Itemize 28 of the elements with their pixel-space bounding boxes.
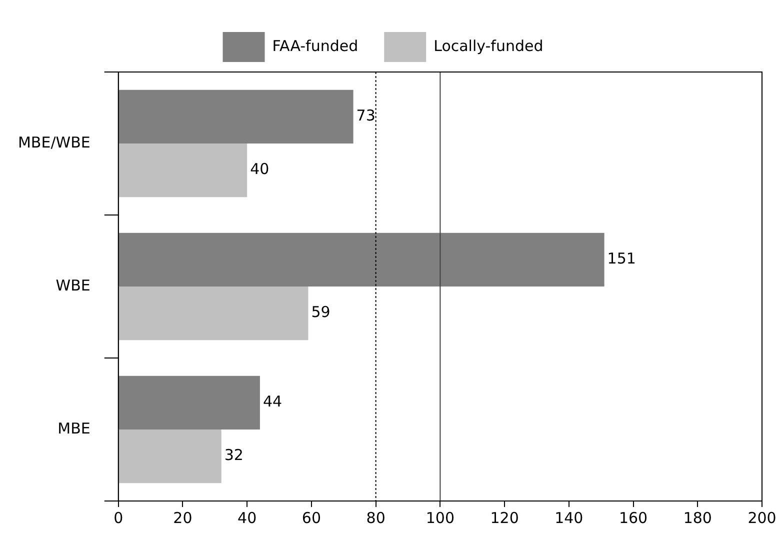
x-tick-label: 60 <box>302 508 321 527</box>
bar <box>118 232 604 286</box>
x-tick-label: 80 <box>366 508 386 527</box>
x-tick-label: 0 <box>114 508 124 527</box>
legend-label: FAA-funded <box>272 36 358 55</box>
x-tick-label: 140 <box>554 508 584 527</box>
data-label: 40 <box>250 160 270 178</box>
x-tick-label: 200 <box>748 508 776 527</box>
x-tick-label: 180 <box>683 508 712 527</box>
data-label: 44 <box>262 392 282 411</box>
data-label: 59 <box>311 303 330 322</box>
bar <box>118 430 222 484</box>
x-tick-label: 100 <box>426 508 454 527</box>
y-tick-label: MBE/WBE <box>18 133 90 152</box>
x-tick-label: 120 <box>490 508 519 527</box>
bar <box>118 90 354 144</box>
x-tick-label: 40 <box>238 508 257 527</box>
y-tick-label: WBE <box>56 276 90 294</box>
x-tick-label: 160 <box>618 508 648 527</box>
y-tick-label: MBE <box>58 419 90 438</box>
legend-label: Locally-funded <box>434 36 544 55</box>
bar <box>118 144 248 198</box>
data-label: 151 <box>607 250 636 268</box>
bar <box>118 376 260 430</box>
data-label: 32 <box>224 446 244 464</box>
bar <box>118 286 308 340</box>
data-label: 73 <box>356 106 376 125</box>
x-tick-label: 20 <box>173 508 192 527</box>
